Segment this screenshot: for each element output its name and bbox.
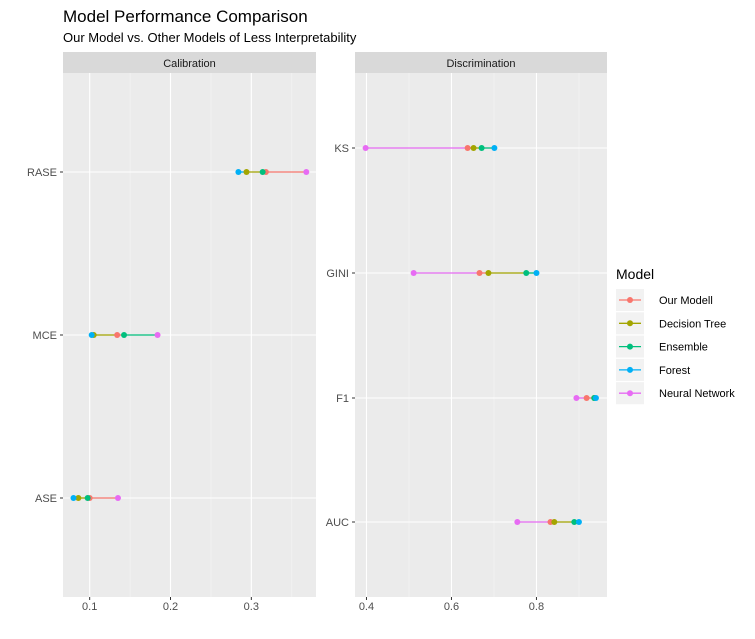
legend-label: Forest [659, 365, 690, 377]
data-point-our-modell [583, 395, 590, 401]
data-point-neural-network [114, 495, 121, 501]
data-point-our-modell [476, 270, 483, 276]
data-point-forest [70, 495, 77, 501]
legend: Model Our Modell Decision Tree Ensemble For… [616, 266, 735, 405]
strip-label: Calibration [163, 58, 216, 70]
legend-title: Model [616, 266, 654, 282]
legend-label: Neural Network [659, 388, 735, 400]
data-point-forest [533, 270, 540, 276]
data-point-ensemble [84, 495, 91, 501]
data-point-neural-network [303, 169, 310, 175]
data-point-neural-network [573, 395, 580, 401]
x-tick-label: 0.1 [82, 601, 97, 613]
strip-background [355, 52, 607, 73]
chart-title: Model Performance Comparison [63, 7, 308, 26]
data-point-our-modell [464, 145, 471, 151]
y-tick-label: KS [334, 143, 349, 155]
data-point-ensemble [121, 332, 128, 338]
data-point-forest [491, 145, 498, 151]
legend-label: Our Modell [659, 295, 713, 307]
x-tick-label: 0.6 [444, 601, 459, 613]
data-point-decision-tree [551, 519, 558, 525]
y-tick-label: AUC [326, 517, 349, 529]
data-point-our-modell [114, 332, 121, 338]
data-point-forest [592, 395, 599, 401]
panel-discrimination: Discrimination 0.4 0.6 0.8 KS GINI F1 AUC [326, 52, 607, 613]
data-point-decision-tree [485, 270, 492, 276]
chart-subtitle: Our Model vs. Other Models of Less Inter… [63, 30, 357, 45]
data-point-ensemble [478, 145, 485, 151]
data-point-neural-network [362, 145, 369, 151]
data-point-neural-network [410, 270, 417, 276]
data-point-decision-tree [243, 169, 250, 175]
data-point-decision-tree [75, 495, 82, 501]
x-tick-label: 0.2 [163, 601, 178, 613]
legend-key-point [627, 343, 633, 350]
data-point-forest [575, 519, 582, 525]
y-tick-label: ASE [35, 493, 57, 505]
legend-key-point [627, 366, 633, 373]
x-tick-label: 0.8 [529, 601, 544, 613]
x-tick-label: 0.4 [359, 601, 374, 613]
y-tick-label: F1 [336, 393, 349, 405]
legend-key-point [627, 320, 633, 327]
y-tick-label: GINI [326, 268, 349, 280]
data-point-neural-network [154, 332, 161, 338]
strip-background [63, 52, 316, 73]
x-tick-label: 0.3 [244, 601, 259, 613]
y-tick-label: MCE [33, 330, 57, 342]
data-point-ensemble [523, 270, 530, 276]
data-point-ensemble [259, 169, 266, 175]
legend-label: Decision Tree [659, 318, 726, 330]
legend-key-point [627, 297, 633, 303]
panel-background [355, 73, 607, 597]
data-point-forest [235, 169, 242, 175]
y-tick-label: RASE [27, 167, 57, 179]
data-point-decision-tree [470, 145, 477, 151]
panel-calibration: Calibration 0.1 0.2 0.3 RASE MCE ASE [27, 52, 316, 613]
data-point-forest [88, 332, 95, 338]
legend-key-point [627, 390, 633, 397]
data-point-neural-network [514, 519, 521, 525]
legend-label: Ensemble [659, 342, 708, 354]
strip-label: Discrimination [446, 58, 515, 70]
data-point-ensemble [571, 519, 578, 525]
